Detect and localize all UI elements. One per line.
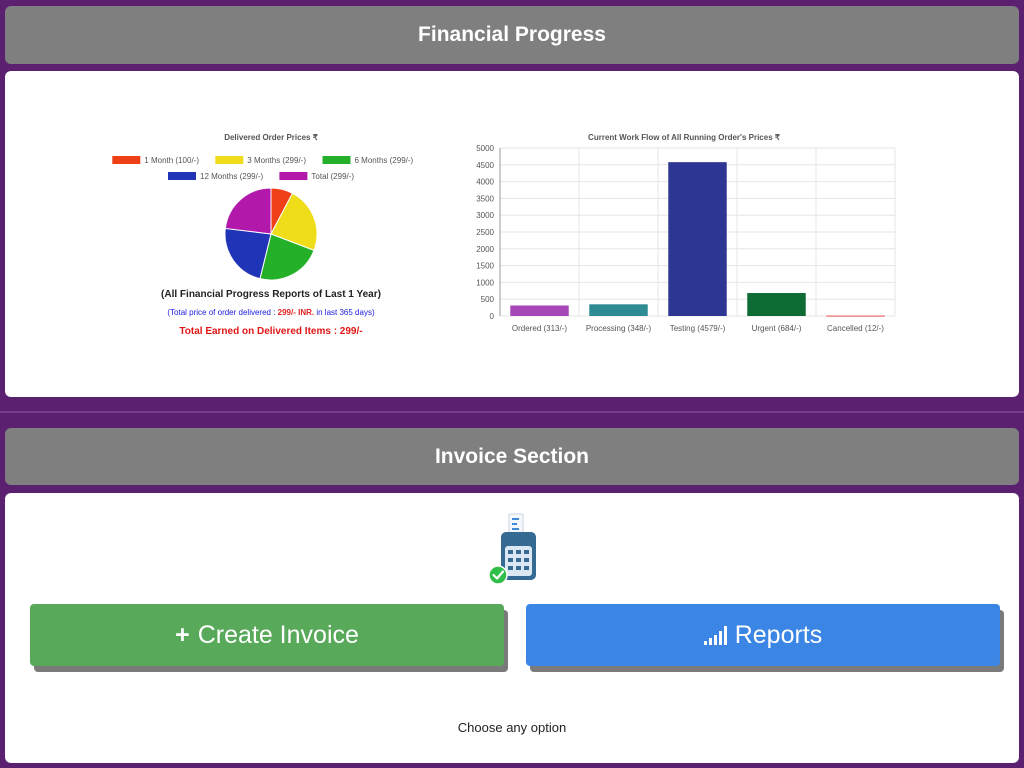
pie-slice[interactable]	[259, 233, 315, 281]
pie-legend-swatch	[168, 172, 196, 180]
total-earned-text: Total Earned on Delivered Items : 299/-	[179, 326, 363, 337]
pie-legend-label: 1 Month (100/-)	[144, 156, 199, 165]
bar-y-tick: 4500	[476, 161, 494, 170]
pie-slice[interactable]	[224, 227, 272, 280]
financial-progress-header: Financial Progress	[5, 6, 1019, 64]
pie-slice[interactable]	[224, 187, 272, 235]
invoice-section-header: Invoice Section	[5, 428, 1019, 485]
invoice-terminal-icon	[488, 513, 536, 585]
financial-progress-panel: Delivered Order Prices ₹ 1 Month (100/-)…	[5, 71, 1019, 397]
bar-chart-title: Current Work Flow of All Running Order's…	[588, 133, 780, 142]
bar-x-tick: Testing (4579/-)	[670, 324, 726, 333]
pie-legend-label: 12 Months (299/-)	[200, 172, 263, 181]
bar[interactable]	[589, 304, 648, 316]
financial-charts: Delivered Order Prices ₹ 1 Month (100/-)…	[112, 133, 896, 333]
bar-y-tick: 2500	[476, 228, 494, 237]
bar-chart-x-axis: Ordered (313/-) Processing (348/-) Testing…	[512, 324, 884, 333]
pie-legend-label: Total (299/-)	[311, 172, 354, 181]
bar[interactable]	[826, 315, 885, 317]
bar[interactable]	[668, 162, 727, 316]
pie-legend: 1 Month (100/-) 3 Months (299/-) 6 Months …	[112, 156, 414, 181]
bar-y-tick: 4000	[476, 178, 494, 187]
pie-legend-swatch	[322, 156, 351, 164]
pie-legend-label: 3 Months (299/-)	[247, 156, 306, 165]
bar-chart	[510, 162, 885, 317]
total-delivered-line: (Total price of order delivered : 299/- …	[111, 308, 431, 317]
bar[interactable]	[747, 293, 806, 316]
reports-button[interactable]: Reports	[526, 604, 1000, 666]
bar-x-tick: Ordered (313/-)	[512, 324, 567, 333]
reports-label: Reports	[734, 620, 823, 649]
create-invoice-button[interactable]: + Create Invoice	[30, 604, 504, 666]
reports-heading: (All Financial Progress Reports of Last …	[161, 289, 381, 300]
section-divider	[0, 411, 1024, 413]
create-invoice-label: Create Invoice	[197, 620, 359, 649]
bar-y-tick: 5000	[476, 144, 494, 153]
signal-bars-icon	[703, 625, 727, 645]
bar-x-tick: Cancelled (12/-)	[827, 324, 884, 333]
bar[interactable]	[510, 305, 569, 316]
bar-y-tick: 3500	[476, 194, 494, 203]
bar-y-tick: 3000	[476, 211, 494, 220]
bar-x-tick: Urgent (684/-)	[752, 324, 802, 333]
total-delivered-prefix: (Total price of order delivered :	[167, 308, 278, 317]
bar-y-tick: 2000	[476, 245, 494, 254]
bar-chart-y-axis: 0 500 1000 1500 2000 2500 3000 3500 4000 4500 5000	[476, 144, 494, 321]
choose-option-text: Choose any option	[457, 720, 567, 735]
pie-legend-swatch	[215, 156, 244, 164]
financial-progress-title: Financial Progress	[418, 23, 606, 46]
pie-slice[interactable]	[270, 192, 318, 252]
bar-y-tick: 1500	[476, 262, 494, 271]
total-delivered-amount: 299/- INR.	[277, 308, 315, 317]
invoice-section-title: Invoice Section	[434, 444, 590, 468]
bar-y-tick: 500	[481, 295, 495, 304]
bar-y-tick: 0	[490, 312, 495, 321]
plus-icon: +	[175, 620, 190, 649]
pie-legend-swatch	[279, 172, 308, 180]
pie-chart	[224, 187, 318, 281]
pie-legend-swatch	[112, 156, 141, 164]
bar-x-tick: Processing (348/-)	[586, 324, 652, 333]
pie-legend-label: 6 Months (299/-)	[355, 156, 414, 165]
bar-y-tick: 1000	[476, 278, 494, 287]
pie-chart-title: Delivered Order Prices ₹	[224, 133, 318, 142]
total-delivered-suffix: in last 365 days)	[314, 308, 375, 317]
